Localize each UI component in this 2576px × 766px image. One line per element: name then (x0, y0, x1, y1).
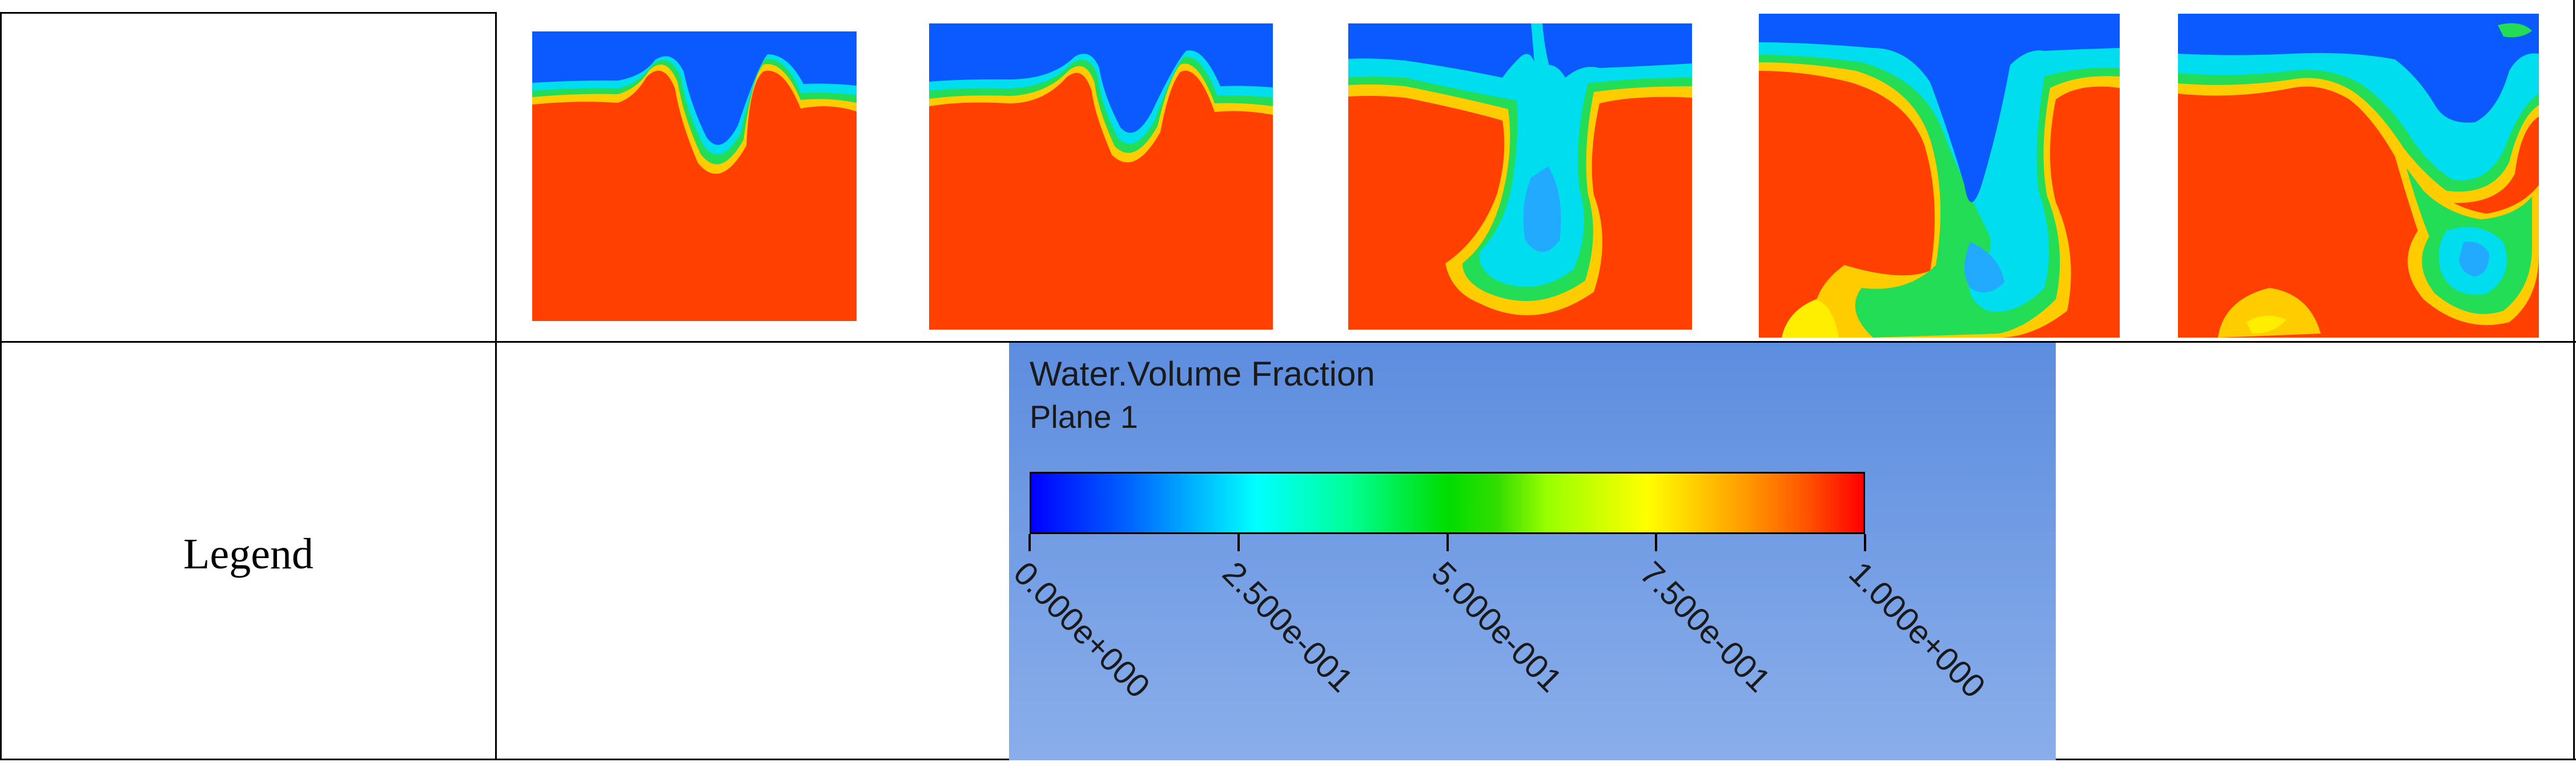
snapshot-2 (929, 23, 1273, 330)
snapshot-1 (532, 31, 857, 321)
table-column-divider (495, 12, 497, 760)
legend-row-label: Legend (183, 530, 314, 578)
colorbar-tick-label: 1.000e+000 (1842, 554, 1993, 705)
colorbar-tick-label: 0.000e+000 (1006, 554, 1158, 705)
colorbar-tick (1864, 534, 1866, 551)
table-row-divider (0, 341, 2576, 343)
snapshot-3 (1348, 23, 1692, 330)
colorbar-tick (1237, 534, 1240, 551)
snapshot-4 (1759, 14, 2120, 338)
colorbar-tick (1655, 534, 1658, 551)
colorbar-tick-label: 5.000e-001 (1424, 554, 1569, 700)
table-border-top (0, 12, 497, 14)
colorbar-tick-label: 7.500e-001 (1633, 554, 1778, 700)
colorbar-legend: Water.Volume Fraction Plane 1 0.000e+000… (1006, 343, 2056, 760)
legend-subtitle: Plane 1 (1030, 399, 1138, 435)
table-border-right (2573, 0, 2575, 760)
table-border-left (0, 12, 2, 760)
legend-title: Water.Volume Fraction (1030, 355, 1375, 393)
colorbar-tick (1028, 534, 1031, 551)
colorbar-tick-label: 2.500e-001 (1215, 554, 1360, 700)
snapshot-5 (2178, 14, 2539, 338)
colorbar-gradient (1030, 472, 1865, 534)
colorbar-tick (1446, 534, 1449, 551)
